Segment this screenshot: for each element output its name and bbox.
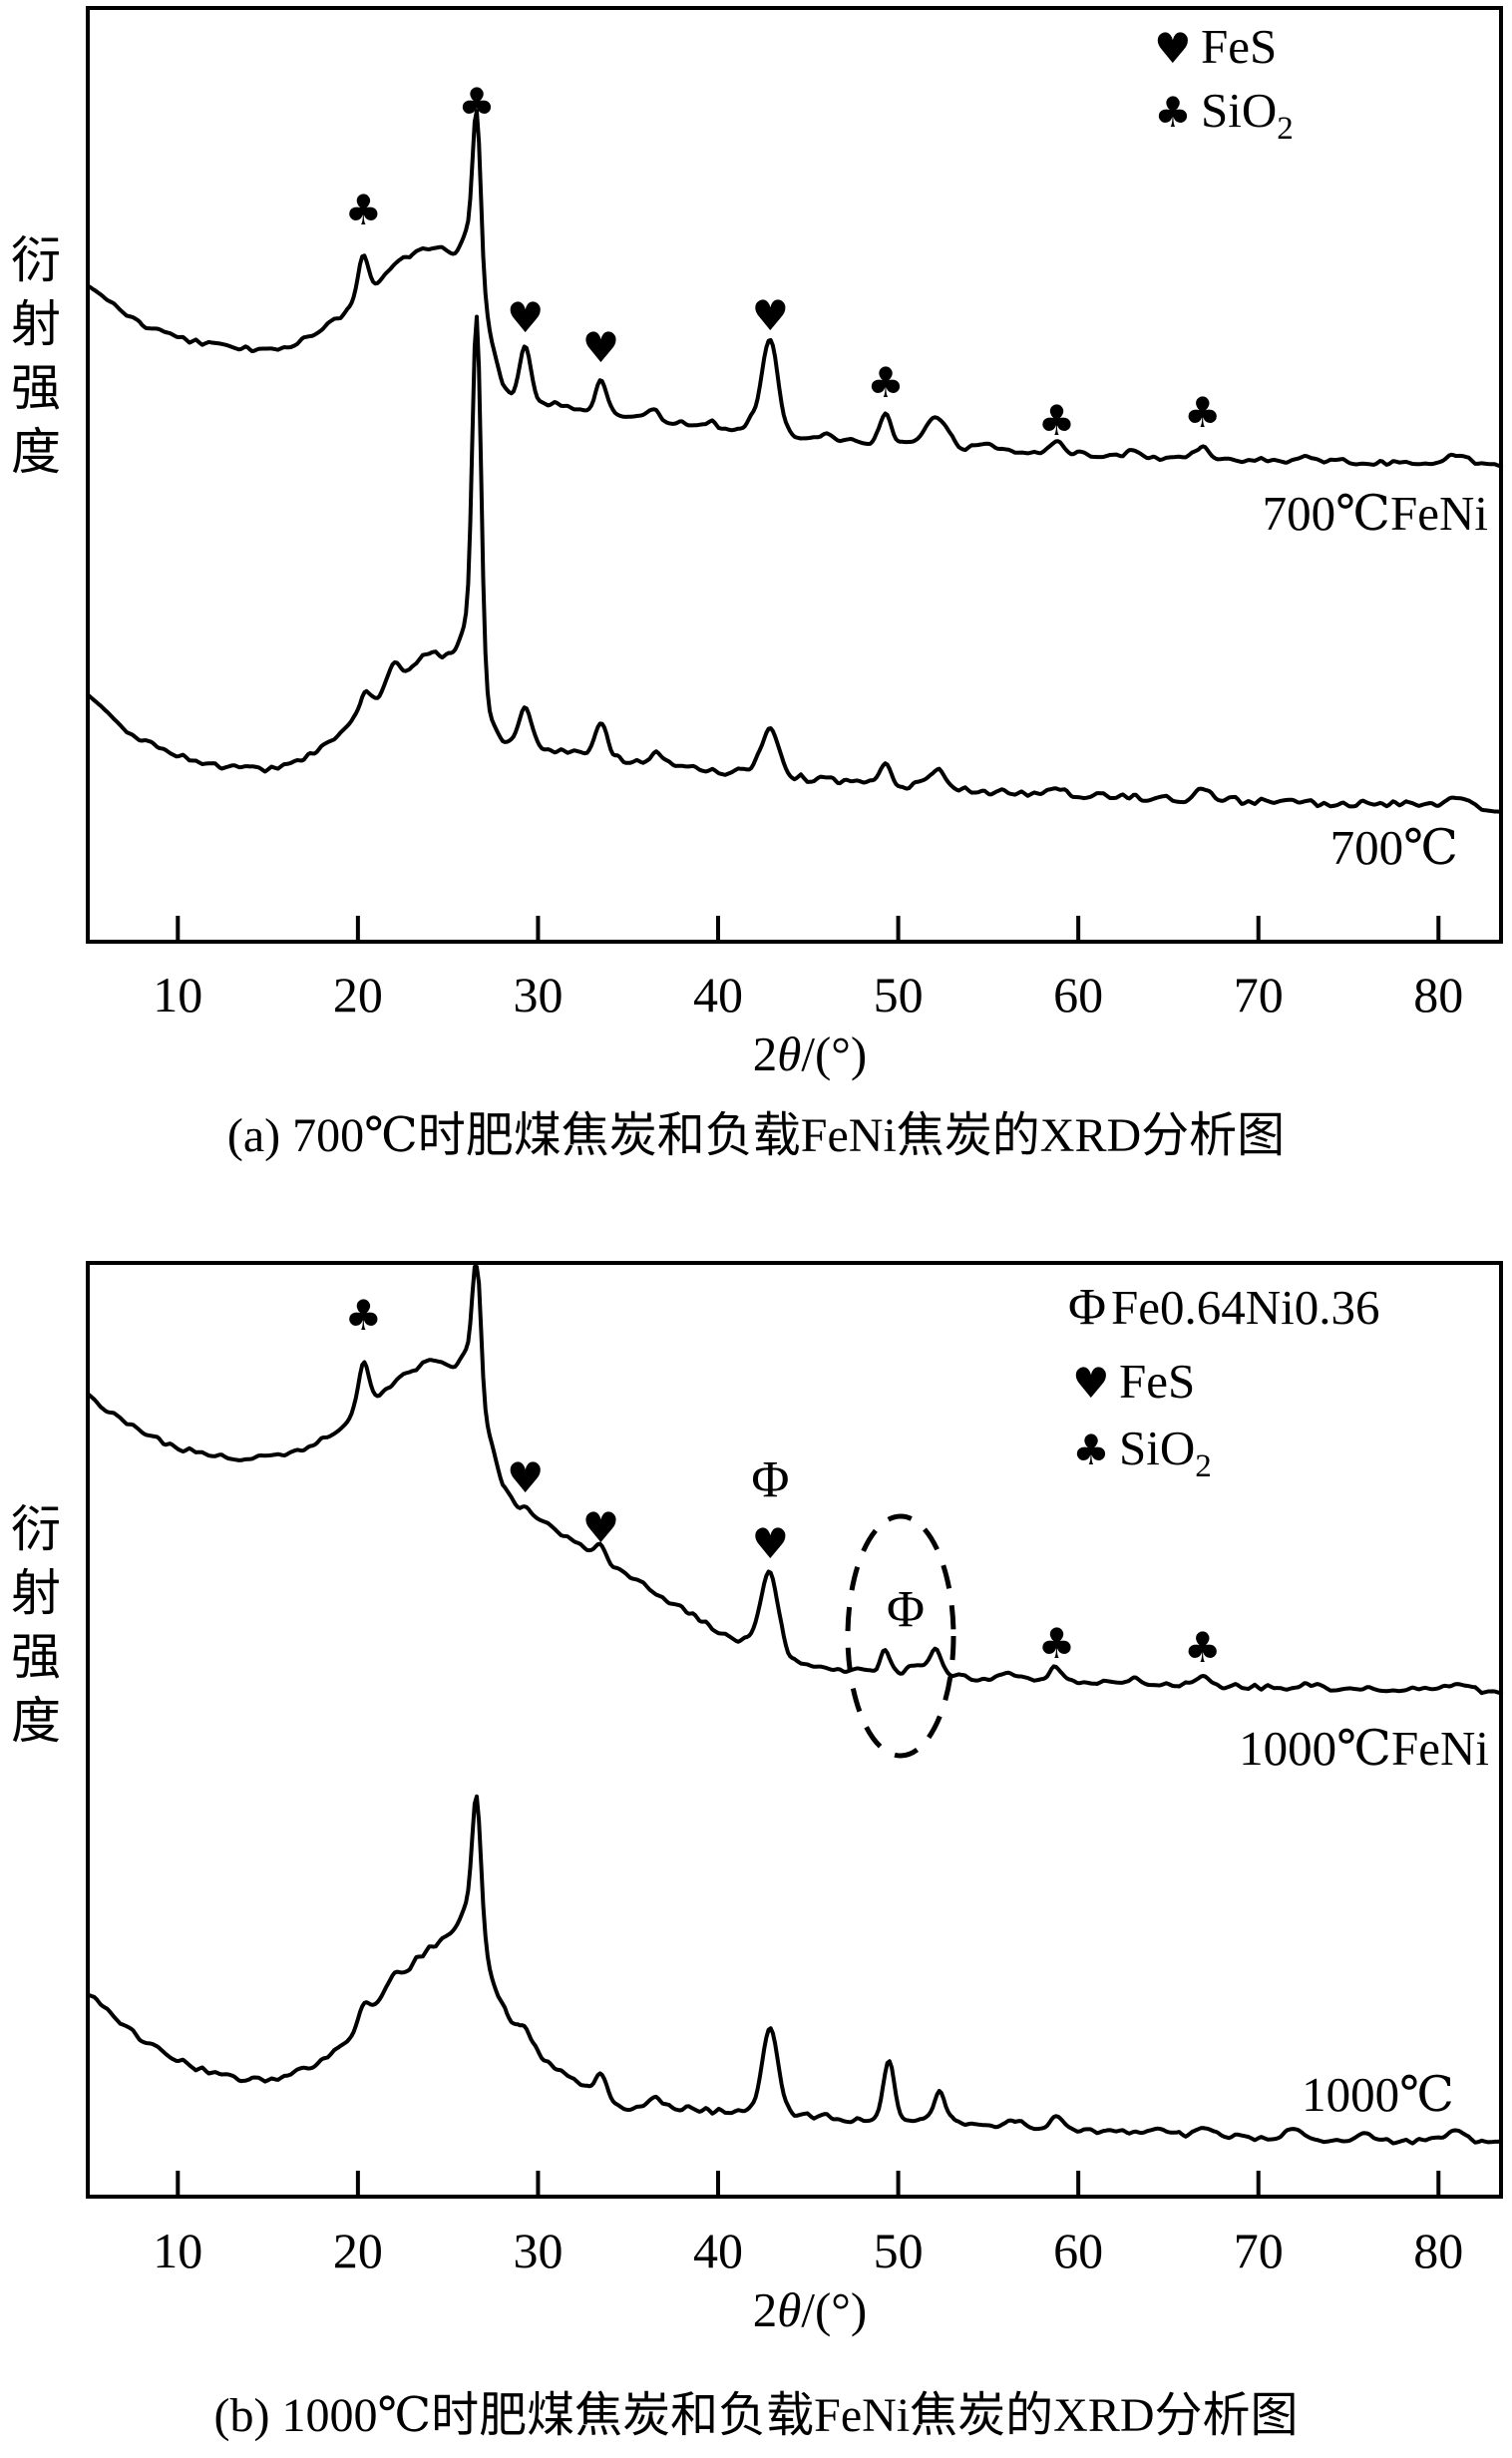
- x-axis-label-b: 2θ/(°): [753, 2282, 867, 2337]
- x-tick-label: 50: [874, 2223, 924, 2278]
- xrd-chart-panel-a: 衍射强度 2θ/(°) 700℃FeNi 700℃ 10 20 30 40 50 60 70…: [11, 6, 1504, 1081]
- x-tick-label: 80: [1413, 967, 1463, 1023]
- x-tick-label: 30: [513, 967, 563, 1023]
- legend-label-SiO2: SiO2: [1119, 1421, 1212, 1484]
- plot-border: [86, 1261, 1503, 2199]
- y-axis-label-a: 衍射强度: [11, 232, 61, 480]
- plot-border: [86, 6, 1503, 944]
- series-label-1000c: 1000℃: [1302, 2067, 1454, 2122]
- x-tick-label: 10: [153, 967, 202, 1023]
- club-peak-marker: ♣: [1038, 1619, 1076, 1668]
- x-tick-label: 20: [333, 967, 383, 1023]
- legend-heart-icon: ♥: [1072, 1359, 1110, 1408]
- legend-club-icon: ♣: [1072, 1426, 1110, 1474]
- dashed-highlight-ellipse: [845, 1513, 956, 1759]
- curve-700℃: [86, 314, 1504, 814]
- club-peak-marker: ♣: [1184, 1623, 1222, 1672]
- heart-peak-marker: ♥: [507, 293, 545, 342]
- heart-peak-marker: ♥: [507, 1453, 545, 1502]
- xrd-chart-panel-b: 衍射强度 2θ/(°) 1000℃FeNi 1000℃ 10 20 30 40 50 60…: [11, 1257, 1504, 2337]
- club-peak-marker: ♣: [458, 1257, 496, 1262]
- caption-panel-b: (b) 1000℃时肥煤焦炭和负载FeNi焦炭的XRD分析图: [213, 2389, 1299, 2442]
- x-tick-label: 70: [1234, 967, 1284, 1023]
- club-peak-marker: ♣: [344, 186, 382, 234]
- club-peak-marker: ♣: [867, 358, 905, 407]
- x-tick-label: 60: [1053, 967, 1103, 1023]
- x-tick-label: 30: [513, 2223, 563, 2278]
- phi-annotation: Φ: [887, 1581, 925, 1638]
- curve-1000℃FeNi: [86, 1265, 1504, 1696]
- legend-label-SiO2: SiO2: [1201, 83, 1294, 147]
- x-tick-label: 80: [1413, 2223, 1463, 2278]
- caption-panel-a: (a) 700℃时肥煤焦炭和负载FeNi焦炭的XRD分析图: [226, 1109, 1286, 1162]
- heart-peak-marker: ♥: [582, 323, 620, 372]
- x-tick-label: 60: [1053, 2223, 1103, 2278]
- club-peak-marker: ♣: [1038, 396, 1076, 445]
- curve-700℃FeNi: [86, 109, 1504, 469]
- series-label-700c: 700℃: [1330, 820, 1458, 875]
- series-label-700c-feni: 700℃FeNi: [1263, 486, 1488, 541]
- x-axis-label-a: 2θ/(°): [753, 1026, 867, 1081]
- legend-heart-icon: ♥: [1154, 24, 1192, 73]
- x-tick-label: 70: [1234, 2223, 1284, 2278]
- heart-peak-marker: ♥: [752, 291, 790, 340]
- x-tick-label: 20: [333, 2223, 383, 2278]
- legend-club-icon: ♣: [1154, 88, 1192, 137]
- x-tick-label: 40: [693, 967, 743, 1023]
- series-label-1000c-feni: 1000℃FeNi: [1239, 1721, 1489, 1776]
- y-axis-label-b: 衍射强度: [11, 1501, 61, 1749]
- x-tick-label: 10: [153, 2223, 202, 2278]
- club-peak-marker: ♣: [458, 79, 496, 128]
- legend-label-Fe0.64Ni0.36: Fe0.64Ni0.36: [1111, 1280, 1380, 1335]
- legend-label-FeS: FeS: [1201, 19, 1277, 74]
- club-peak-marker: ♣: [1184, 388, 1222, 437]
- x-tick-label: 50: [874, 967, 924, 1023]
- legend-label-FeS: FeS: [1119, 1354, 1195, 1409]
- heart-peak-marker: ♥: [582, 1503, 620, 1552]
- heart-peak-marker: ♥: [752, 1519, 790, 1568]
- phi-peak-marker: Φ: [751, 1451, 789, 1508]
- legend-phi-icon: Φ: [1068, 1279, 1106, 1336]
- club-peak-marker: ♣: [344, 1291, 382, 1340]
- x-tick-label: 40: [693, 2223, 743, 2278]
- curve-1000℃: [86, 1794, 1504, 2146]
